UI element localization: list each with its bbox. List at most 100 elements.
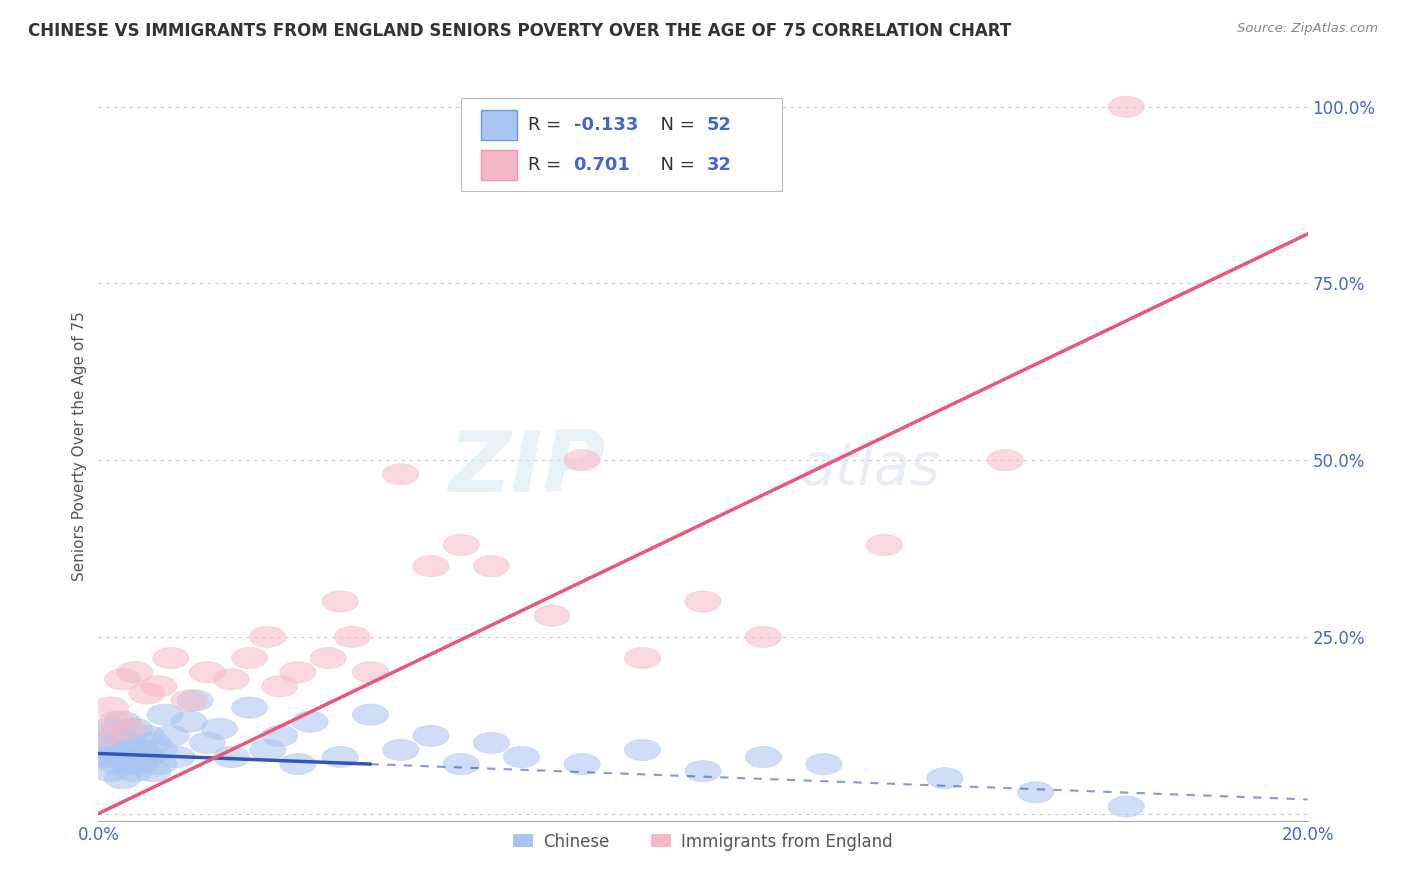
Ellipse shape: [382, 739, 419, 761]
Ellipse shape: [685, 761, 721, 781]
Ellipse shape: [382, 464, 419, 485]
Ellipse shape: [159, 747, 195, 768]
Ellipse shape: [111, 732, 146, 754]
Ellipse shape: [117, 718, 153, 739]
Ellipse shape: [745, 747, 782, 768]
Ellipse shape: [262, 725, 298, 747]
Ellipse shape: [111, 718, 146, 739]
Ellipse shape: [93, 739, 129, 761]
Ellipse shape: [98, 747, 135, 768]
Ellipse shape: [927, 768, 963, 789]
Ellipse shape: [111, 754, 146, 774]
Ellipse shape: [86, 725, 122, 747]
Text: 32: 32: [707, 156, 731, 174]
Ellipse shape: [987, 450, 1024, 471]
Ellipse shape: [353, 704, 388, 725]
Text: -0.133: -0.133: [574, 117, 638, 135]
Ellipse shape: [262, 676, 298, 697]
Ellipse shape: [214, 747, 250, 768]
Ellipse shape: [98, 725, 135, 747]
Ellipse shape: [443, 754, 479, 774]
Ellipse shape: [214, 669, 250, 690]
Ellipse shape: [93, 697, 129, 718]
Ellipse shape: [98, 754, 135, 774]
Ellipse shape: [117, 761, 153, 781]
Ellipse shape: [172, 711, 207, 732]
Ellipse shape: [129, 682, 165, 704]
Ellipse shape: [104, 669, 141, 690]
Text: N =: N =: [648, 117, 700, 135]
Ellipse shape: [141, 676, 177, 697]
Ellipse shape: [443, 534, 479, 556]
Ellipse shape: [122, 739, 159, 761]
Ellipse shape: [188, 662, 225, 682]
Ellipse shape: [474, 732, 509, 754]
Ellipse shape: [86, 747, 122, 768]
Ellipse shape: [141, 754, 177, 774]
Ellipse shape: [309, 648, 346, 669]
Ellipse shape: [335, 626, 371, 648]
Ellipse shape: [685, 591, 721, 612]
Ellipse shape: [250, 626, 285, 648]
Text: R =: R =: [527, 156, 567, 174]
Ellipse shape: [322, 747, 359, 768]
Ellipse shape: [866, 534, 903, 556]
Ellipse shape: [135, 761, 172, 781]
Ellipse shape: [86, 732, 122, 754]
Ellipse shape: [93, 718, 129, 739]
Ellipse shape: [624, 739, 661, 761]
Ellipse shape: [413, 725, 449, 747]
Ellipse shape: [1018, 781, 1053, 803]
Ellipse shape: [280, 662, 316, 682]
Ellipse shape: [353, 662, 388, 682]
Ellipse shape: [624, 648, 661, 669]
Ellipse shape: [104, 739, 141, 761]
Text: 0.701: 0.701: [574, 156, 630, 174]
Ellipse shape: [292, 711, 328, 732]
Ellipse shape: [177, 690, 214, 711]
Text: 52: 52: [707, 117, 731, 135]
Ellipse shape: [250, 739, 285, 761]
Ellipse shape: [232, 648, 267, 669]
Ellipse shape: [232, 697, 267, 718]
Text: CHINESE VS IMMIGRANTS FROM ENGLAND SENIORS POVERTY OVER THE AGE OF 75 CORRELATIO: CHINESE VS IMMIGRANTS FROM ENGLAND SENIO…: [28, 22, 1011, 40]
Ellipse shape: [104, 768, 141, 789]
Ellipse shape: [172, 690, 207, 711]
Ellipse shape: [413, 556, 449, 577]
Ellipse shape: [188, 732, 225, 754]
Ellipse shape: [111, 747, 146, 768]
Ellipse shape: [745, 626, 782, 648]
Ellipse shape: [117, 662, 153, 682]
Ellipse shape: [1108, 796, 1144, 817]
Text: Source: ZipAtlas.com: Source: ZipAtlas.com: [1237, 22, 1378, 36]
Ellipse shape: [201, 718, 238, 739]
Ellipse shape: [503, 747, 540, 768]
Ellipse shape: [129, 747, 165, 768]
Text: R =: R =: [527, 117, 567, 135]
Ellipse shape: [474, 556, 509, 577]
Ellipse shape: [129, 725, 165, 747]
FancyBboxPatch shape: [481, 111, 517, 140]
Ellipse shape: [146, 704, 183, 725]
Legend: Chinese, Immigrants from England: Chinese, Immigrants from England: [506, 826, 900, 857]
Ellipse shape: [122, 754, 159, 774]
Ellipse shape: [534, 605, 569, 626]
Text: ZIP: ZIP: [449, 427, 606, 510]
Ellipse shape: [1108, 96, 1144, 118]
Text: atlas: atlas: [800, 440, 941, 497]
Ellipse shape: [153, 648, 190, 669]
Ellipse shape: [141, 739, 177, 761]
Ellipse shape: [135, 732, 172, 754]
FancyBboxPatch shape: [481, 150, 517, 180]
Ellipse shape: [564, 754, 600, 774]
FancyBboxPatch shape: [461, 97, 782, 191]
Ellipse shape: [280, 754, 316, 774]
Ellipse shape: [564, 450, 600, 471]
Ellipse shape: [806, 754, 842, 774]
Text: N =: N =: [648, 156, 700, 174]
Ellipse shape: [322, 591, 359, 612]
Ellipse shape: [93, 761, 129, 781]
Y-axis label: Seniors Poverty Over the Age of 75: Seniors Poverty Over the Age of 75: [72, 311, 87, 581]
Ellipse shape: [98, 711, 135, 732]
Ellipse shape: [104, 711, 141, 732]
